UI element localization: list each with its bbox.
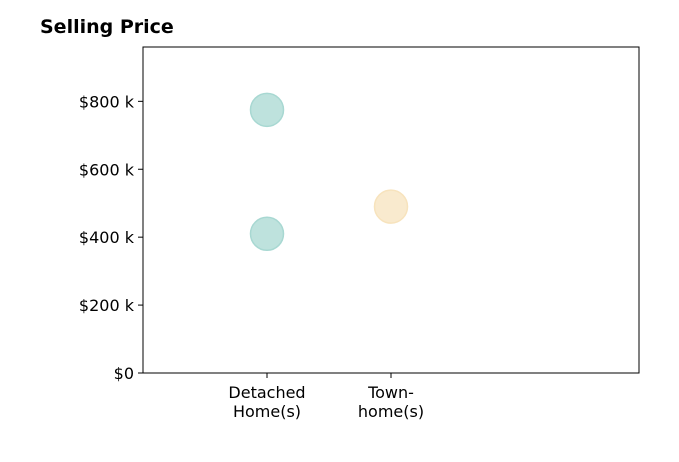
y-tick-label: $400 k bbox=[79, 228, 135, 247]
y-axis: $0 $200 k $400 k $600 k $800 k bbox=[79, 92, 143, 383]
y-tick-label: $600 k bbox=[79, 160, 135, 179]
y-tick-label: $0 bbox=[114, 364, 134, 383]
x-axis: Detached Home(s) Town-home(s) bbox=[228, 373, 424, 421]
data-point bbox=[373, 189, 409, 224]
data-point bbox=[249, 92, 285, 128]
x-tick-label: Town-home(s) bbox=[358, 383, 424, 421]
data-points bbox=[249, 92, 409, 252]
y-tick-label: $200 k bbox=[79, 296, 135, 315]
data-point bbox=[249, 216, 285, 252]
y-tick-label: $800 k bbox=[79, 92, 135, 111]
chart-title: Selling Price bbox=[40, 16, 174, 38]
x-tick-label: Detached Home(s) bbox=[228, 383, 305, 421]
